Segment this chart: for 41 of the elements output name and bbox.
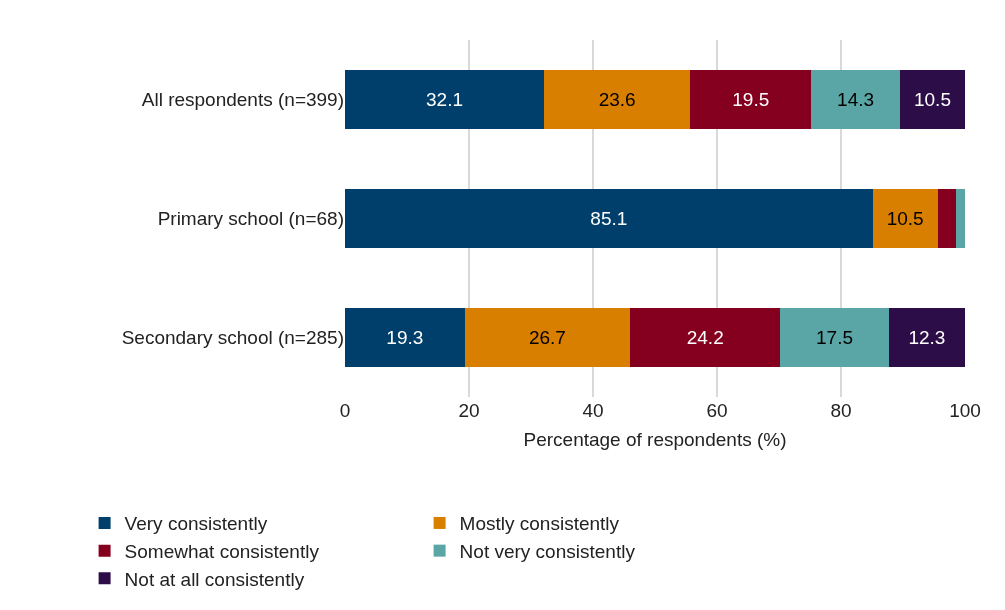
bar [544, 69, 691, 130]
data-label: 19.5 [732, 89, 770, 110]
bar [888, 307, 965, 368]
data-label: 19.3 [386, 327, 424, 348]
data-label: 85.1 [590, 208, 628, 229]
x-tick-label: 20 [458, 400, 480, 421]
bar [345, 307, 465, 368]
bar [811, 69, 900, 130]
y-tick-label: Primary school (n=68) [157, 208, 344, 230]
bar [937, 188, 957, 249]
data-label: 23.6 [598, 89, 636, 110]
x-axis-title: Percentage of respondents (%) [523, 428, 787, 450]
data-label: 10.5 [886, 208, 924, 229]
bar [345, 188, 873, 249]
bar [345, 69, 545, 130]
x-tick-label: 0 [339, 400, 351, 421]
bar [956, 188, 965, 249]
data-label: 24.2 [686, 327, 724, 348]
data-label: 12.3 [908, 327, 946, 348]
x-tick-label: 60 [706, 400, 728, 421]
data-label: 10.5 [913, 89, 951, 110]
bar [899, 69, 965, 130]
bar [630, 307, 781, 368]
x-tick-label: 40 [582, 400, 604, 421]
legend-label: Not very consistently [459, 541, 636, 563]
legend-label: Mostly consistently [459, 513, 620, 535]
y-tick-label: All respondents (n=399) [141, 89, 344, 111]
y-tick-label: Secondary school (n=285) [121, 327, 344, 349]
bar [780, 307, 889, 368]
x-tick-label: 100 [949, 400, 981, 421]
bar [872, 188, 938, 249]
data-label: 17.5 [816, 327, 853, 348]
bar [690, 69, 812, 130]
legend-label: Very consistently [124, 513, 268, 535]
data-label: 32.1 [426, 89, 463, 110]
legend-label: Not at all consistently [124, 568, 305, 590]
data-label: 26.7 [528, 327, 566, 348]
bar [464, 307, 631, 368]
legend-label: Somewhat consistently [124, 541, 320, 563]
data-label: 14.3 [837, 89, 875, 110]
x-tick-label: 80 [830, 400, 852, 421]
